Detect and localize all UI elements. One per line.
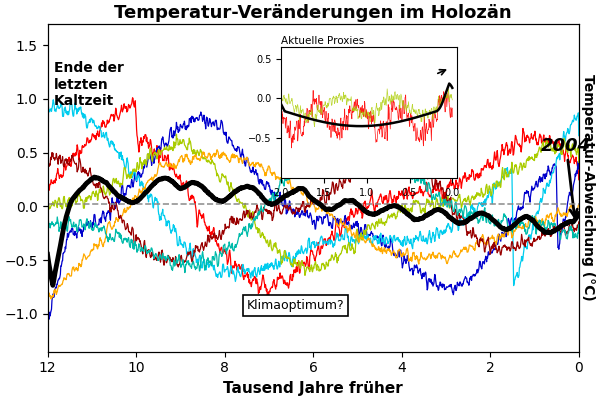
Title: Temperatur-Veränderungen im Holozän: Temperatur-Veränderungen im Holozän [115,4,512,22]
Text: 2004: 2004 [541,136,591,217]
Text: Ende der
letzten
Kaltzeit: Ende der letzten Kaltzeit [54,61,124,108]
X-axis label: Tausend Jahre früher: Tausend Jahre früher [223,381,403,396]
Text: Klimaoptimum?: Klimaoptimum? [247,299,344,312]
Y-axis label: Temperatur-Abweichung (°C): Temperatur-Abweichung (°C) [581,74,595,301]
